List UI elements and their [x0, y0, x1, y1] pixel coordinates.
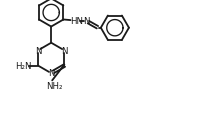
Text: N: N [83, 17, 89, 26]
Text: NH₂: NH₂ [46, 82, 62, 91]
Text: H₂N: H₂N [15, 61, 32, 70]
Text: HN: HN [70, 17, 83, 26]
Text: N: N [48, 69, 54, 78]
Text: N: N [35, 46, 41, 55]
Text: N: N [61, 46, 68, 55]
